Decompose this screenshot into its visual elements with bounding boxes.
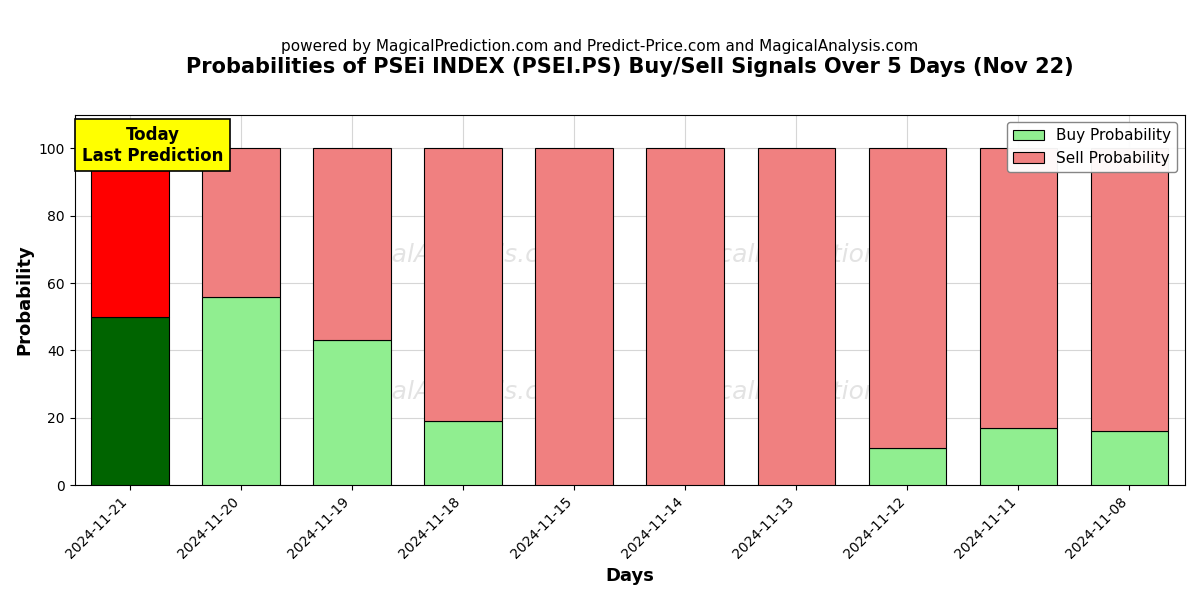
- Title: Probabilities of PSEi INDEX (PSEI.PS) Buy/Sell Signals Over 5 Days (Nov 22): Probabilities of PSEi INDEX (PSEI.PS) Bu…: [186, 57, 1074, 77]
- Bar: [313, 148, 391, 340]
- Bar: [1091, 431, 1169, 485]
- Bar: [1091, 148, 1169, 431]
- Bar: [535, 148, 613, 485]
- Text: MagicalAnalysis.com          MagicalPrediction.com: MagicalAnalysis.com MagicalPrediction.co…: [318, 244, 941, 268]
- Bar: [203, 148, 280, 296]
- Text: MagicalAnalysis.com          MagicalPrediction.com: MagicalAnalysis.com MagicalPrediction.co…: [318, 380, 941, 404]
- Bar: [425, 148, 502, 421]
- Bar: [425, 421, 502, 485]
- Bar: [647, 148, 725, 485]
- Bar: [91, 317, 169, 485]
- Bar: [757, 148, 835, 485]
- Text: powered by MagicalPrediction.com and Predict-Price.com and MagicalAnalysis.com: powered by MagicalPrediction.com and Pre…: [281, 39, 919, 54]
- Bar: [203, 296, 280, 485]
- Bar: [869, 448, 947, 485]
- X-axis label: Days: Days: [605, 567, 654, 585]
- Bar: [91, 148, 169, 317]
- Y-axis label: Probability: Probability: [16, 244, 34, 355]
- Text: Today
Last Prediction: Today Last Prediction: [82, 126, 223, 164]
- Bar: [979, 148, 1057, 428]
- Bar: [869, 148, 947, 448]
- Bar: [979, 428, 1057, 485]
- Legend: Buy Probability, Sell Probability: Buy Probability, Sell Probability: [1007, 122, 1177, 172]
- Bar: [313, 340, 391, 485]
